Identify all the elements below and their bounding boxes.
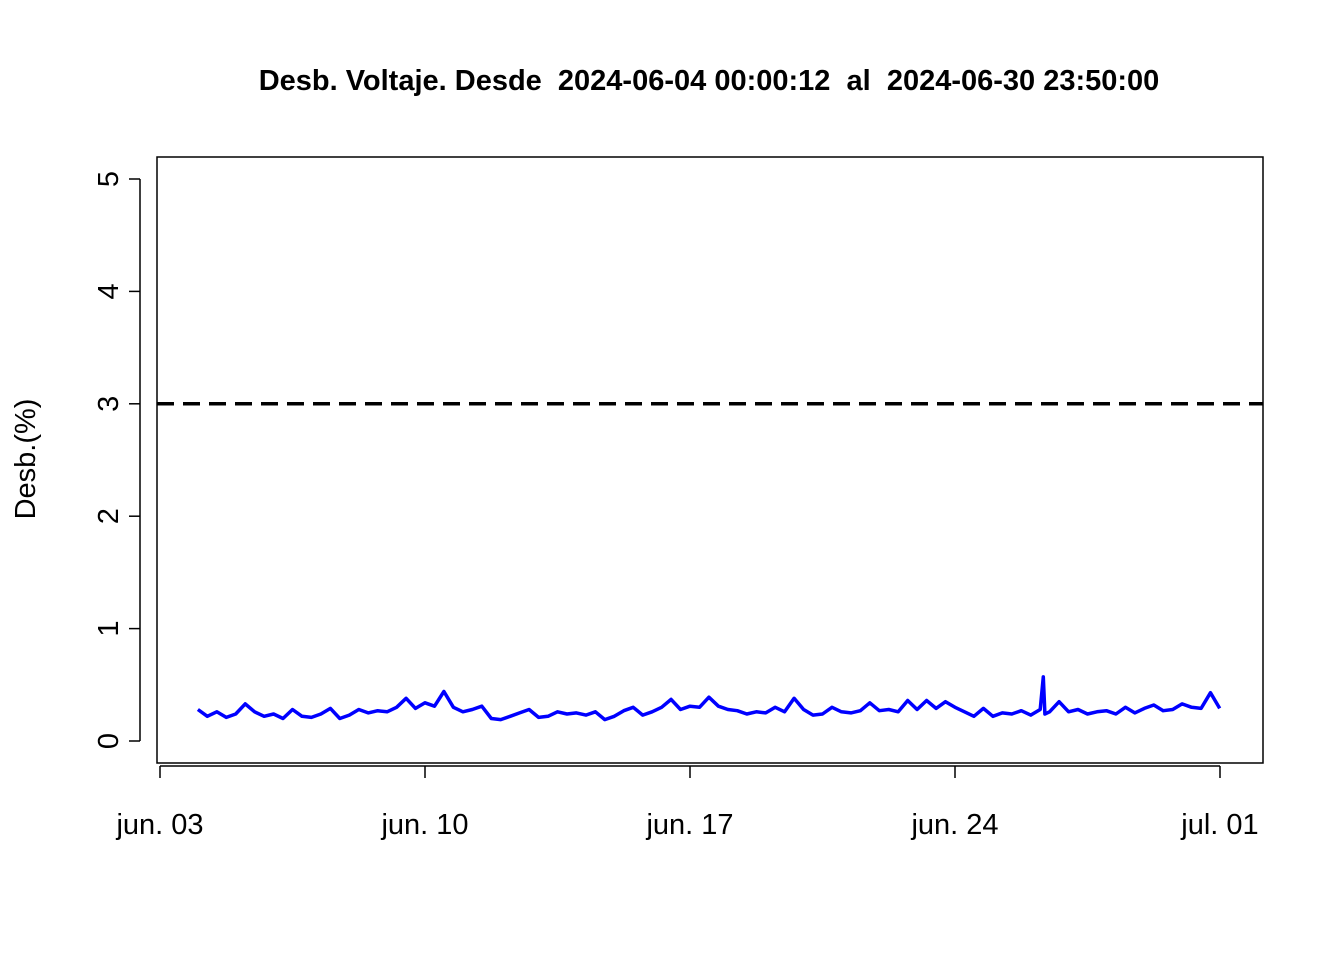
x-tick-label: jun. 10 bbox=[380, 809, 468, 841]
x-tick-label: jun. 17 bbox=[645, 809, 733, 841]
y-axis-label: Desb.(%) bbox=[10, 399, 42, 520]
y-axis: 0 1 2 3 4 5 bbox=[93, 171, 141, 749]
x-axis: jun. 03 jun. 10 jun. 17 jun. 24 jul. 01 bbox=[115, 765, 1259, 841]
y-tick-label: 1 bbox=[93, 621, 125, 637]
y-tick-label: 3 bbox=[93, 396, 125, 412]
x-tick-label: jul. 01 bbox=[1180, 809, 1258, 841]
y-tick-label: 4 bbox=[93, 283, 125, 299]
x-tick-label: jun. 24 bbox=[910, 809, 998, 841]
chart-title: Desb. Voltaje. Desde 2024-06-04 00:00:12… bbox=[259, 65, 1160, 97]
y-tick-label: 5 bbox=[93, 171, 125, 187]
y-tick-label: 2 bbox=[93, 508, 125, 524]
series-line bbox=[196, 675, 1222, 722]
plot-frame bbox=[156, 156, 1264, 764]
x-tick-label: jun. 03 bbox=[115, 809, 203, 841]
y-tick-label: 0 bbox=[93, 733, 125, 749]
